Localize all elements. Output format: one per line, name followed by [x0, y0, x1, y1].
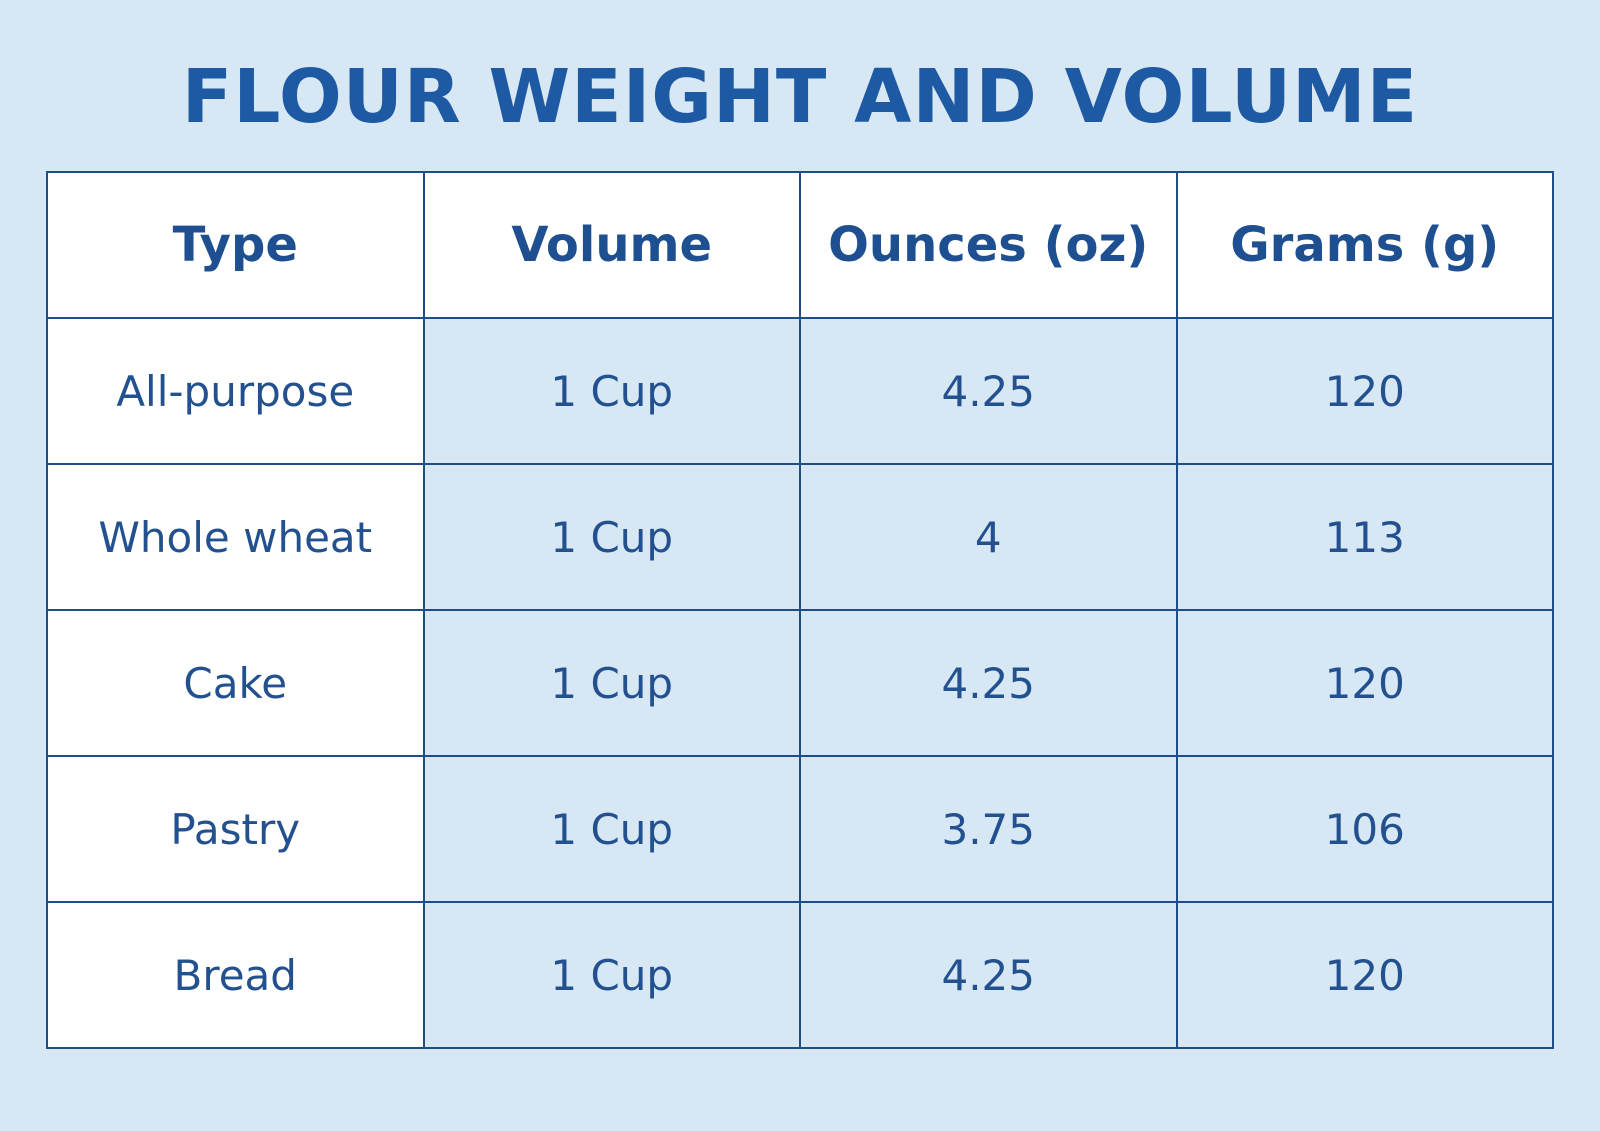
volume-cell: 1 Cup [422, 463, 801, 611]
type-cell: Whole wheat [46, 463, 425, 611]
table-row: Cake 1 Cup 4.25 120 [46, 609, 1554, 757]
grams-cell: 120 [1175, 609, 1554, 757]
table-row: All-purpose 1 Cup 4.25 120 [46, 317, 1554, 465]
type-cell: All-purpose [46, 317, 425, 465]
table-row: Bread 1 Cup 4.25 120 [46, 901, 1554, 1049]
grams-cell: 113 [1175, 463, 1554, 611]
table-row: Whole wheat 1 Cup 4 113 [46, 463, 1554, 611]
ounces-cell: 4.25 [799, 609, 1178, 757]
column-header-type: Type [46, 171, 425, 319]
volume-cell: 1 Cup [422, 609, 801, 757]
flour-table: Type Volume Ounces (oz) Grams (g) All-pu… [46, 171, 1554, 1049]
column-header-ounces: Ounces (oz) [799, 171, 1178, 319]
volume-cell: 1 Cup [422, 317, 801, 465]
ounces-cell: 3.75 [799, 755, 1178, 903]
grams-cell: 120 [1175, 901, 1554, 1049]
volume-cell: 1 Cup [422, 755, 801, 903]
column-header-grams: Grams (g) [1175, 171, 1554, 319]
type-cell: Pastry [46, 755, 425, 903]
ounces-cell: 4.25 [799, 317, 1178, 465]
grams-cell: 106 [1175, 755, 1554, 903]
type-cell: Cake [46, 609, 425, 757]
table-header-row: Type Volume Ounces (oz) Grams (g) [46, 171, 1554, 319]
ounces-cell: 4.25 [799, 901, 1178, 1049]
page-title: FLOUR WEIGHT AND VOLUME [181, 54, 1419, 140]
volume-cell: 1 Cup [422, 901, 801, 1049]
column-header-volume: Volume [422, 171, 801, 319]
table-row: Pastry 1 Cup 3.75 106 [46, 755, 1554, 903]
ounces-cell: 4 [799, 463, 1178, 611]
type-cell: Bread [46, 901, 425, 1049]
grams-cell: 120 [1175, 317, 1554, 465]
